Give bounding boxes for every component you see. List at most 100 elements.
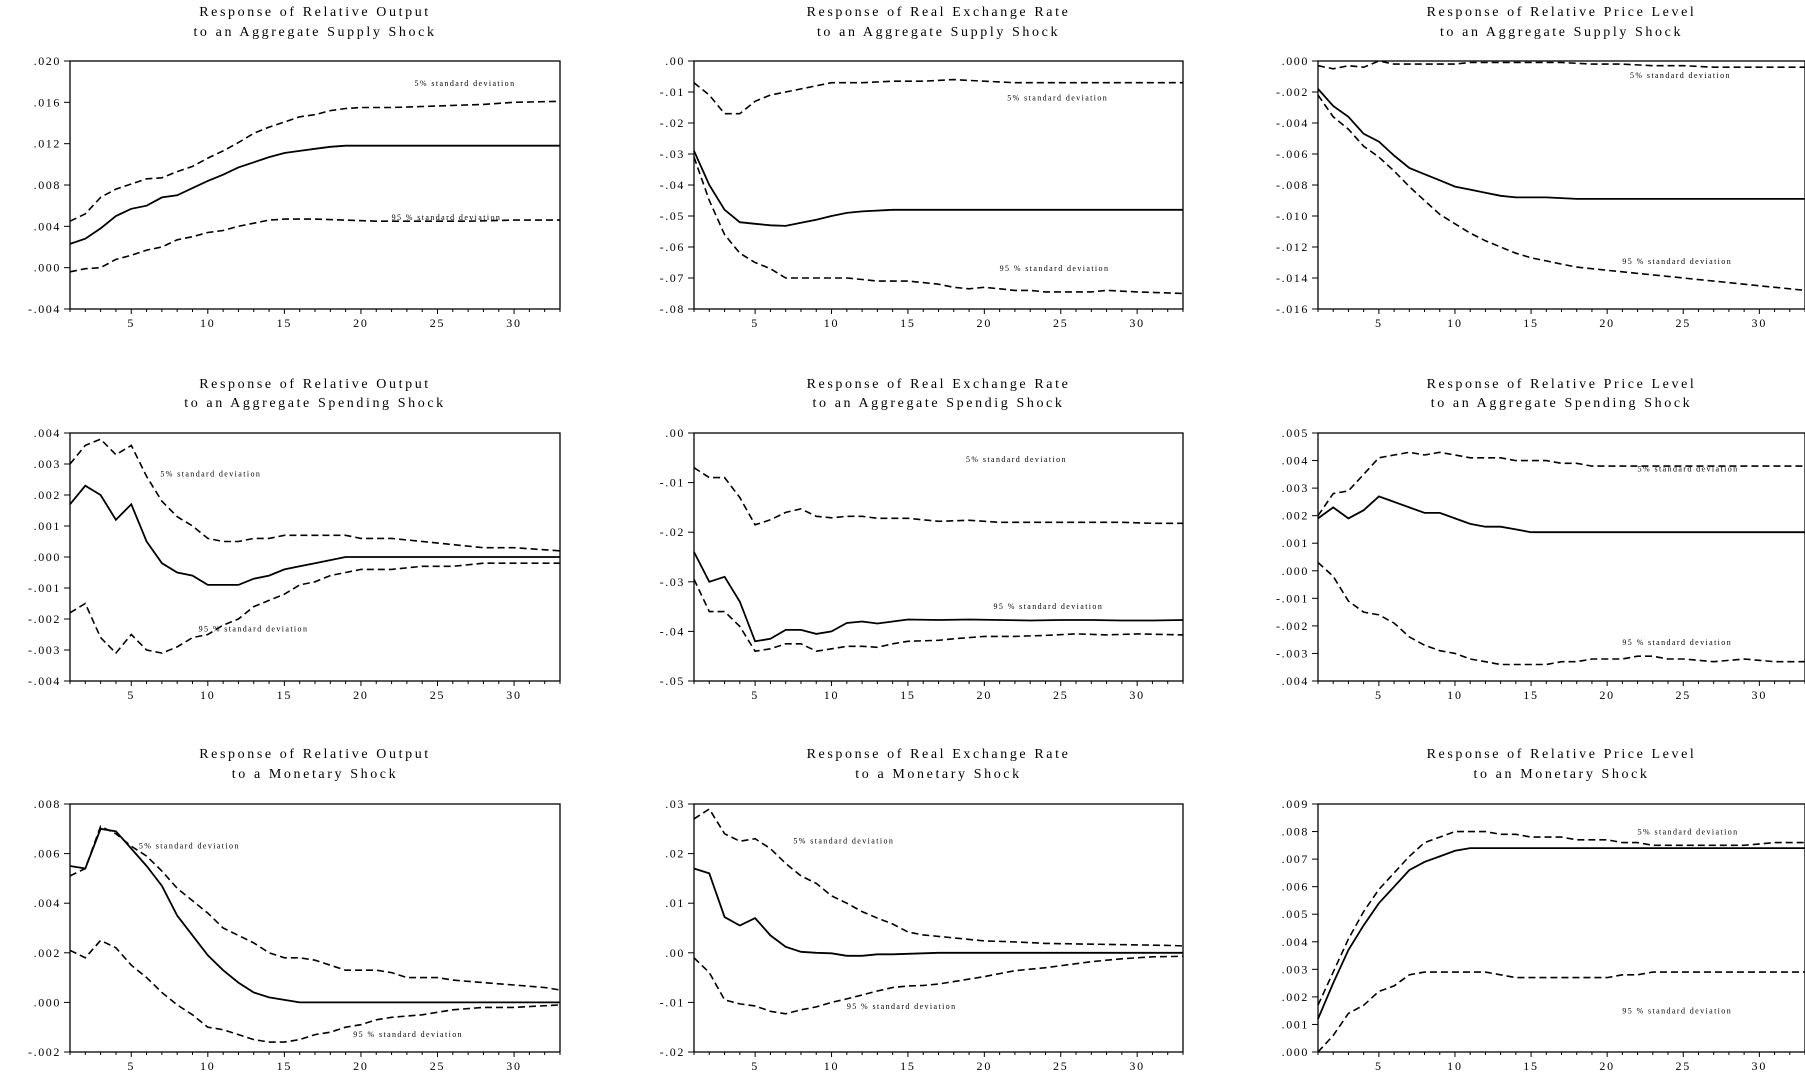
irf-price-monetary-lower-line [1317,971,1805,1053]
irf-output-spending-xtick-label: 20 [353,688,369,702]
irf-rer-spending-plot-frame [693,432,1184,682]
irf-price-spending-band-label: 5% standard deviation [1638,465,1739,474]
irf-output-supply-band-label: 95 % standard deviation [392,213,502,222]
irf-rer-supply-ytick-label: -.01 [660,85,685,99]
irf-rer-monetary-upper-line [693,807,1184,947]
irf-output-spending-title-line-2: to an Aggregate Spending Shock [184,396,446,411]
irf-price-monetary-ytick-label: .003 [1282,962,1309,976]
irf-rer-spending-ytick-label: -.05 [660,674,685,688]
irf-price-spending-xtick-label: 25 [1675,688,1691,702]
irf-price-supply-title-line-1: Response of Relative Price Level [1427,5,1697,20]
irf-rer-spending-ytick-label: -.01 [660,476,685,490]
irf-price-monetary-xtick-label: 30 [1752,1059,1768,1073]
irf-price-monetary-impulse-line [1317,847,1805,1020]
irf-output-supply-xtick-label: 15 [277,316,293,330]
irf-rer-monetary-panel: Response of Real Exchange Rate to a Monet… [660,747,1184,1073]
irf-price-supply-band-label: 95 % standard deviation [1622,257,1732,266]
irf-output-supply-upper-line [69,100,561,222]
irf-rer-monetary-ytick-label: .01 [665,896,685,910]
irf-rer-monetary-band-label: 5% standard deviation [793,837,894,846]
irf-price-monetary-ytick-label: .006 [1282,880,1309,894]
irf-rer-spending-impulse-line [693,551,1184,643]
irf-rer-supply-xtick-label: 25 [1053,316,1069,330]
irf-price-spending-ytick-label: .000 [1282,564,1309,578]
irf-price-supply-ytick-label: -.012 [1276,240,1309,254]
irf-rer-monetary-xtick-label: 20 [977,1059,993,1073]
irf-price-supply-title-line-2: to an Aggregate Supply Shock [1440,25,1683,40]
irf-price-supply-xtick-label: 5 [1375,316,1383,330]
irf-output-spending-lower-line [69,562,560,655]
irf-rer-monetary-title-line-1: Response of Real Exchange Rate [807,747,1071,762]
irf-price-spending-xtick-label: 5 [1375,688,1383,702]
irf-price-spending-ytick-label: .001 [1282,536,1309,550]
irf-rer-spending-xtick-label: 20 [977,688,993,702]
irf-rer-spending-band-label: 95 % standard deviation [994,602,1104,611]
irf-rer-spending-title-line-2: to an Aggregate Spendig Shock [813,396,1065,411]
irf-price-spending-title-line-1: Response of Relative Price Level [1427,377,1697,392]
irf-output-supply-ytick-label: -.004 [28,302,61,316]
irf-output-spending-band-label: 95 % standard deviation [199,624,309,633]
irf-rer-spending-upper-line [693,467,1183,526]
irf-output-monetary-ytick-label: .006 [34,847,61,861]
irf-price-supply-ytick-label: -.008 [1276,178,1309,192]
irf-output-supply-xtick-label: 10 [200,316,216,330]
irf-rer-supply-xtick-label: 20 [977,316,993,330]
irf-rer-supply-ytick-label: -.07 [660,271,685,285]
irf-rer-supply-ytick-label: -.03 [660,147,685,161]
irf-price-monetary-title-line-1: Response of Relative Price Level [1427,747,1697,762]
irf-rer-spending-xtick-label: 15 [900,688,916,702]
irf-rer-monetary-xtick-label: 25 [1053,1059,1069,1073]
irf-price-spending-xtick-label: 20 [1599,688,1615,702]
irf-output-monetary-ytick-label: .000 [34,995,61,1009]
irf-rer-spending-xtick-label: 10 [824,688,840,702]
irf-rer-spending-xtick-label: 25 [1053,688,1069,702]
irf-output-monetary-band-label: 5% standard deviation [139,842,240,851]
irf-rer-supply-upper-line [693,78,1183,115]
irf-price-supply-upper-line [1317,60,1805,70]
irf-price-spending-panel: Response of Relative Price Level to an Ag… [1276,377,1805,702]
irf-price-monetary-ytick-label: .009 [1282,797,1309,811]
irf-price-monetary-band-label: 95 % standard deviation [1622,1006,1732,1015]
irf-price-supply-xtick-label: 25 [1675,316,1691,330]
irf-price-monetary-ytick-label: .007 [1282,852,1309,866]
irf-price-supply-xtick-label: 30 [1752,316,1768,330]
irf-output-supply-ytick-label: .008 [34,178,61,192]
irf-rer-supply-ytick-label: -.08 [660,302,685,316]
irf-rer-spending-ytick-label: -.04 [660,624,685,638]
irf-price-monetary-xtick-label: 25 [1675,1059,1691,1073]
irf-output-spending-panel: Response of Relative Output to an Aggrega… [28,377,561,702]
irf-price-spending-xtick-label: 15 [1523,688,1539,702]
irf-rer-supply-ytick-label: -.05 [660,209,685,223]
irf-price-spending-band-label: 95 % standard deviation [1622,638,1732,647]
irf-price-supply-ytick-label: -.016 [1276,302,1309,316]
irf-price-monetary-xtick-label: 15 [1523,1059,1539,1073]
irf-output-supply-title-line-1: Response of Relative Output [199,5,431,20]
irf-output-supply-lower-line [69,218,560,273]
irf-output-monetary-impulse-line [69,827,560,1004]
irf-rer-spending-ytick-label: -.02 [660,525,685,539]
irf-price-spending-ytick-label: .003 [1282,481,1309,495]
irf-price-spending-ytick-label: .004 [1282,454,1309,468]
irf-output-spending-xtick-label: 5 [127,688,135,702]
irf-output-monetary-ytick-label: -.002 [28,1045,61,1059]
irf-rer-supply-band-label: 95 % standard deviation [1000,264,1110,273]
irf-rer-monetary-ytick-label: -.02 [660,1045,685,1059]
irf-output-monetary-xtick-label: 10 [200,1059,216,1073]
irf-rer-monetary-plot-frame [693,803,1184,1053]
irf-output-spending-band-label: 5% standard deviation [160,469,261,478]
irf-price-monetary-ytick-label: .004 [1282,935,1309,949]
irf-rer-supply-ytick-label: -.04 [660,178,685,192]
irf-price-supply-panel: Response of Relative Price Level to an Ag… [1276,5,1805,330]
irf-rer-spending-xtick-label: 30 [1129,688,1145,702]
irf-output-supply-xtick-label: 20 [353,316,369,330]
irf-output-monetary-band-label: 95 % standard deviation [353,1030,463,1039]
irf-price-supply-ytick-label: -.002 [1276,85,1309,99]
irf-rer-monetary-impulse-line [693,867,1183,957]
irf-output-monetary-xtick-label: 30 [506,1059,522,1073]
irf-output-spending-ytick-label: .001 [34,519,61,533]
irf-output-spending-title-line-1: Response of Relative Output [199,377,431,392]
irf-price-spending-title-line-2: to an Aggregate Spending Shock [1431,396,1693,411]
irf-rer-monetary-xtick-label: 5 [751,1059,759,1073]
irf-price-supply-band-label: 5% standard deviation [1630,71,1731,80]
